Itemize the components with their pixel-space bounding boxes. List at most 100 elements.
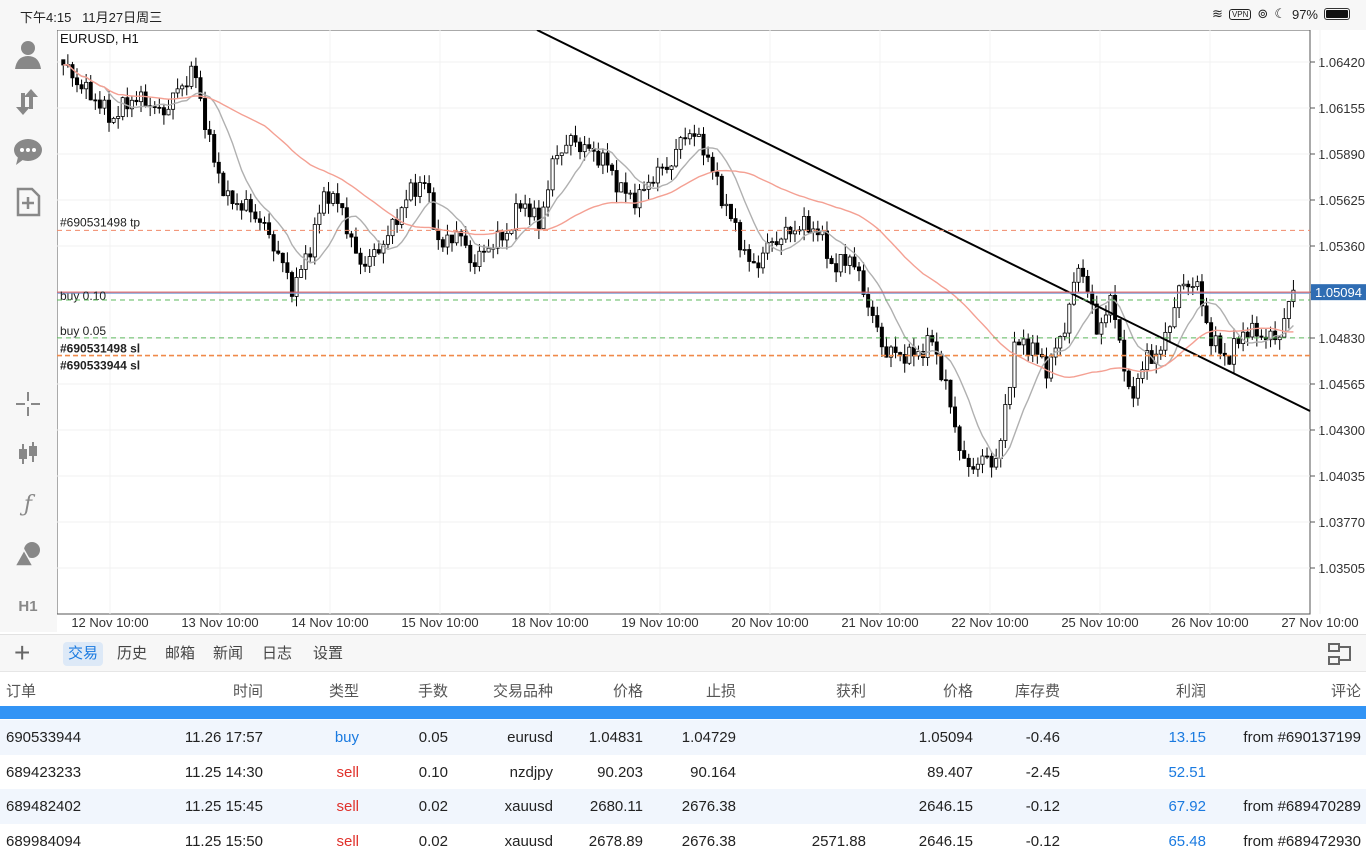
candle [276,250,281,254]
candle [651,181,656,184]
table-row[interactable]: 689984094 11.25 15:50 sell 0.02 xauusd 2678.8… [0,824,1366,859]
header-volume[interactable]: 手数 [417,683,448,700]
candle [340,203,345,209]
candle [120,97,125,117]
trend-line[interactable] [536,29,1311,412]
header-price[interactable]: 价格 [612,683,643,700]
cell-current-price: 2646.15 [918,832,973,850]
cell-profit: 65.48 [1168,832,1206,850]
layout-icon[interactable] [1328,643,1352,665]
candle [921,351,926,359]
cell-volume: 0.05 [418,729,448,746]
header-type[interactable]: 类型 [328,683,359,700]
header-sl[interactable]: 止损 [705,683,736,700]
price-chart[interactable]: 1.06420 1.06155 1.05890 1.05625 1.05360 1.048… [56,29,1366,632]
candle [911,346,916,357]
timeframe-button[interactable]: H1 [18,597,38,615]
candle [578,141,583,153]
candle [674,148,679,167]
candle [372,249,377,257]
cell-profit: 13.15 [1168,729,1206,746]
tab-trade[interactable]: 交易 [63,642,104,666]
candlestick-icon[interactable] [10,436,46,472]
header-comment[interactable]: 评论 [1330,683,1361,700]
indicators-icon[interactable]: ƒ [23,491,33,517]
header-symbol[interactable]: 交易品种 [492,683,553,700]
candle [216,161,221,174]
candle [335,193,340,204]
crosshair-icon[interactable] [10,386,46,422]
candle [1044,356,1049,379]
time-label: 27 Nov 10:00 [1281,615,1358,630]
candle [756,262,761,269]
cell-type: sell [336,763,359,781]
new-order-icon[interactable] [10,184,46,220]
chat-icon[interactable] [10,134,46,170]
candle [1167,326,1172,333]
trade-arrows-icon[interactable] [10,84,46,120]
candle [1094,303,1099,335]
candle [1277,336,1282,341]
add-icon[interactable]: + [14,637,31,668]
cell-tp: 2571.88 [811,832,866,850]
table-row[interactable]: 690533944 11.26 17:57 buy 0.05 eurusd 1.04831… [0,720,1366,755]
time-label: 12 Nov 10:00 [71,615,148,630]
cell-time: 11.25 15:50 [184,832,263,850]
cell-order: 689984094 [6,832,82,850]
candle [1003,404,1008,441]
candle [715,171,720,177]
candle [1218,335,1223,354]
candle [1259,335,1264,338]
account-icon[interactable] [10,36,46,72]
header-swap[interactable]: 库存费 [1014,683,1060,700]
header-tp[interactable]: 获利 [835,683,866,700]
header-order[interactable]: 订单 [6,683,37,700]
candle [1012,341,1017,388]
candle [459,231,464,237]
time-label: 14 Nov 10:00 [291,615,368,630]
tab-settings[interactable]: 设置 [313,645,344,662]
objects-icon[interactable] [10,536,46,572]
table-row[interactable]: 689423233 11.25 14:30 sell 0.10 nzdjpy 90.203… [0,755,1366,790]
cell-price: 90.203 [597,763,643,781]
header-time[interactable]: 时间 [232,683,263,700]
candle [1213,335,1218,347]
cell-comment: from #689470289 [1243,798,1361,815]
tab-history[interactable]: 历史 [117,645,148,662]
candle [568,135,573,146]
candle [514,203,519,231]
candle [939,353,944,381]
candle [1231,338,1236,365]
cell-current-price: 89.407 [927,763,973,781]
cell-swap: -0.12 [1025,832,1060,850]
tab-news[interactable]: 新闻 [213,645,244,662]
tab-mailbox[interactable]: 邮箱 [165,645,196,662]
candle [943,379,948,382]
tab-journal[interactable]: 日志 [262,645,293,662]
table-row[interactable]: 689482402 11.25 15:45 sell 0.02 xauusd 2680.1… [0,789,1366,824]
candle [495,230,500,249]
candle [445,234,450,248]
candle [363,263,368,267]
candle [203,98,208,131]
cell-volume: 0.02 [418,798,448,815]
candle [1268,330,1273,341]
candle [628,192,633,195]
candle [998,440,1003,459]
candle [97,99,102,109]
candle [1186,283,1191,288]
selected-row[interactable] [0,706,1366,719]
candle [1250,322,1255,338]
chart-canvas[interactable]: 1.06420 1.06155 1.05890 1.05625 1.05360 1.048… [56,29,1366,632]
header-profit[interactable]: 利润 [1175,683,1206,700]
candle [70,64,75,79]
candle [770,241,775,243]
candle [916,351,921,357]
header-current-price[interactable]: 价格 [942,683,973,700]
candle [385,235,390,245]
cell-price: 2680.11 [589,798,643,815]
candle [1145,350,1150,371]
candle [267,222,272,235]
candle [774,241,779,246]
candle [102,99,107,109]
